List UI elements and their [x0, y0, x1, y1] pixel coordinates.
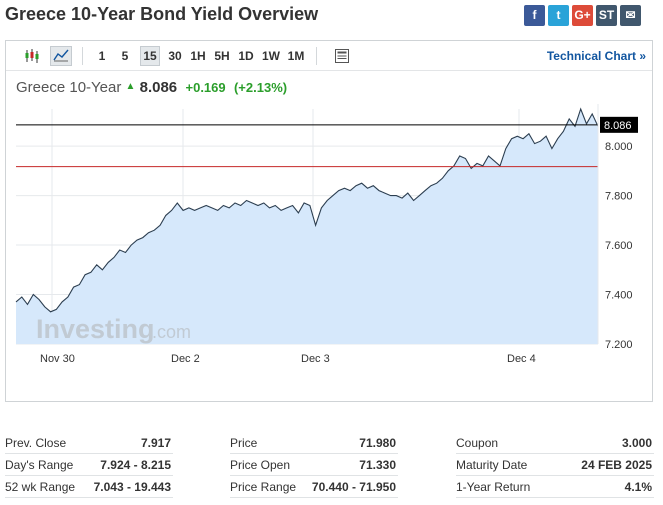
range-1[interactable]: 1 [98, 49, 106, 63]
stat-value: 7.917 [140, 436, 171, 450]
stat-row: Day's Range 7.924 - 8.215 [5, 454, 173, 476]
instrument-name: Greece 10-Year [16, 79, 122, 96]
stat-row: 52 wk Range 7.043 - 19.443 [5, 476, 173, 498]
current-price-tag [600, 116, 638, 133]
y-tick-label: 7.200 [605, 339, 633, 351]
email-icon[interactable]: ✉ [620, 5, 641, 26]
settings-panel-icon[interactable] [332, 46, 352, 66]
up-arrow-icon: ▲ [125, 81, 136, 92]
series-line [15, 107, 599, 313]
range-1d[interactable]: 1D [238, 49, 254, 63]
stat-label: Price Range [230, 480, 297, 494]
price-change-percent: (+2.13%) [233, 80, 288, 95]
watermark-domain: .com [152, 322, 191, 342]
stat-label: Price [230, 436, 258, 450]
last-price: 8.086 [139, 79, 178, 96]
stats-column-1: Prev. Close 7.917 Day's Range 7.924 - 8.21… [5, 432, 173, 498]
y-tick-label: 7.600 [605, 240, 633, 252]
stat-row: Coupon 3.000 [456, 432, 654, 454]
chart-panel: 1 5 15 30 1H 5H 1D 1W 1M Technical Chart… [5, 40, 653, 402]
stat-label: Maturity Date [456, 458, 528, 472]
stat-row: Price 71.980 [230, 432, 398, 454]
twitter-icon[interactable]: t [548, 5, 569, 26]
stat-label: Prev. Close [5, 436, 67, 450]
price-chart[interactable]: Investing.com 8.000 7.800 7.600 7.400 7.200 8.… [6, 41, 652, 401]
range-1h[interactable]: 1H [190, 49, 206, 63]
series-area [16, 109, 598, 344]
range-5h[interactable]: 5H [214, 49, 230, 63]
stat-value: 3.000 [621, 436, 652, 450]
y-tick-label: 8.000 [605, 141, 633, 153]
page-title: Greece 10-Year Bond Yield Overview [5, 4, 319, 24]
stat-row: Maturity Date 24 FEB 2025 [456, 454, 654, 476]
toolbar-divider [316, 47, 317, 65]
stat-row: 1-Year Return 4.1% [456, 476, 654, 498]
x-tick-label: Dec 3 [301, 353, 330, 365]
stats-column-2: Price 71.980 Price Open 71.330 Price Range… [230, 432, 398, 498]
stat-label: Coupon [456, 436, 499, 450]
stat-row: Prev. Close 7.917 [5, 432, 173, 454]
quote-line: Greece 10-Year ▲ 8.086 +0.169 (+2.13%) [16, 79, 287, 96]
facebook-icon[interactable]: f [524, 5, 545, 26]
x-tick-label: Nov 30 [40, 353, 75, 365]
stat-label: 1-Year Return [456, 480, 531, 494]
stat-value: 7.043 - 19.443 [93, 480, 171, 494]
range-15[interactable]: 15 [140, 46, 160, 66]
y-tick-label: 7.800 [605, 191, 633, 203]
chart-toolbar: 1 5 15 30 1H 5H 1D 1W 1M Technical Chart… [6, 41, 652, 71]
range-30[interactable]: 30 [168, 49, 182, 63]
range-5[interactable]: 5 [121, 49, 129, 63]
google-plus-icon[interactable]: G+ [572, 5, 593, 26]
toolbar-divider [82, 47, 83, 65]
stat-row: Price Range 70.440 - 71.950 [230, 476, 398, 498]
stats-column-3: Coupon 3.000 Maturity Date 24 FEB 2025 1-Y… [456, 432, 654, 498]
stocktwits-icon[interactable]: ST [596, 5, 617, 26]
stat-value: 71.330 [359, 458, 396, 472]
current-price-label: 8.086 [604, 120, 632, 132]
price-change: +0.169 [185, 80, 226, 95]
range-1m[interactable]: 1M [287, 49, 305, 63]
share-bar: f t G+ ST ✉ [524, 5, 641, 26]
stat-value: 7.924 - 8.215 [100, 458, 171, 472]
range-1w[interactable]: 1W [262, 49, 280, 63]
stat-value: 4.1% [624, 480, 652, 494]
watermark-logo: Investing [36, 314, 155, 344]
stat-row: Price Open 71.330 [230, 454, 398, 476]
stat-label: Day's Range [5, 458, 74, 472]
technical-chart-link[interactable]: Technical Chart » [546, 49, 646, 63]
y-tick-label: 7.400 [605, 290, 633, 302]
stat-label: Price Open [230, 458, 291, 472]
stat-value: 71.980 [359, 436, 396, 450]
stat-label: 52 wk Range [5, 480, 76, 494]
x-tick-label: Dec 2 [171, 353, 200, 365]
stat-value: 70.440 - 71.950 [311, 480, 396, 494]
x-tick-label: Dec 4 [507, 353, 536, 365]
candlestick-icon[interactable] [22, 46, 42, 66]
stat-value: 24 FEB 2025 [581, 458, 652, 472]
area-chart-icon[interactable] [50, 46, 72, 66]
